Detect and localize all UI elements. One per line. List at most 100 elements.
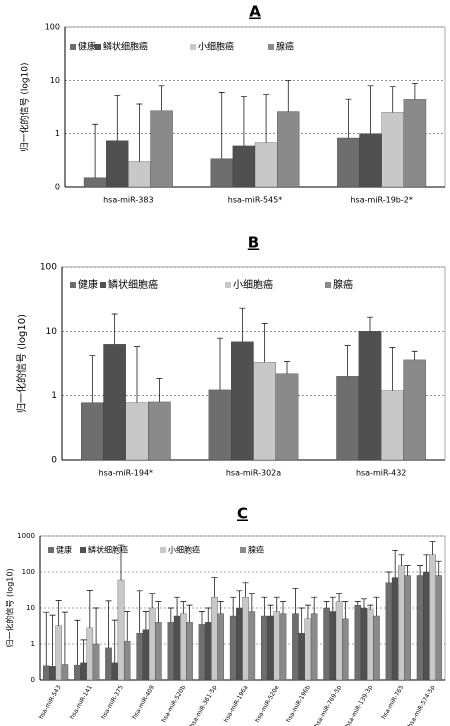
error-bar [114, 95, 120, 140]
x-tick-label: hsa-miR-302a [226, 469, 281, 478]
bar [280, 614, 286, 680]
error-bar [180, 602, 186, 614]
error-bar [143, 611, 149, 629]
error-bar [345, 346, 351, 377]
y-tick-label: 1 [55, 129, 60, 138]
legend-swatch [190, 44, 196, 50]
legend-label: 腺癌 [333, 278, 353, 291]
legend-label: 腺癌 [248, 545, 264, 555]
error-bar [367, 317, 373, 331]
bar [137, 633, 143, 680]
legend-label: 健康 [78, 278, 98, 291]
error-bar [417, 566, 423, 576]
y-tick-label: 0 [55, 183, 60, 192]
bar [243, 597, 249, 680]
x-tick-label: hsa-miR-194* [99, 469, 153, 478]
legend-swatch [240, 547, 246, 553]
bar [386, 583, 392, 680]
bar [233, 146, 255, 187]
y-tick-label: 1 [31, 640, 35, 648]
error-bar [112, 314, 118, 344]
x-tick-label: hsa-miR-765 [380, 684, 405, 720]
x-tick-label: hsa-miR-383 [103, 196, 153, 205]
error-bar [299, 608, 305, 633]
bar [103, 344, 125, 460]
error-bar [199, 611, 205, 624]
bar [249, 611, 255, 680]
error-bar [261, 597, 267, 616]
bar [151, 111, 173, 187]
legend-label: 腺癌 [276, 41, 294, 53]
error-bar [412, 351, 418, 360]
y-axis-label: 归一化的信号 (log10) [15, 314, 28, 413]
bar [186, 622, 192, 680]
bar [277, 112, 299, 187]
panel-title: C [237, 505, 248, 523]
bar [168, 622, 174, 680]
bar [381, 391, 403, 460]
legend-swatch [268, 44, 274, 50]
x-tick-label: hsa-miR-375 [100, 684, 125, 720]
error-bar [330, 597, 336, 611]
y-tick-label: 100 [22, 568, 35, 576]
legend-swatch [100, 282, 106, 288]
error-bar [305, 605, 311, 619]
bar [361, 608, 367, 680]
error-bar [134, 347, 140, 403]
bar [336, 376, 358, 460]
bar [367, 610, 373, 680]
x-tick-label: hsa-miR-19b-2* [350, 196, 412, 205]
bar [274, 611, 280, 680]
bar [56, 626, 62, 680]
error-bar [373, 597, 379, 616]
error-bar [405, 566, 411, 576]
bar [342, 619, 348, 680]
bar [382, 112, 404, 187]
bar [337, 138, 359, 187]
error-bar [280, 602, 286, 614]
y-tick-label: 0 [31, 676, 35, 684]
panel-title: A [249, 3, 261, 21]
error-bar [285, 80, 291, 111]
error-bar [390, 87, 396, 113]
bar [324, 608, 330, 680]
bar [180, 614, 186, 680]
bar [311, 614, 317, 680]
bar [423, 572, 429, 680]
bar [49, 666, 55, 680]
bar [209, 390, 231, 460]
bar [81, 403, 103, 460]
x-tick-label: hsa-miR-196a [223, 684, 250, 724]
bar [118, 580, 124, 680]
bar [106, 141, 128, 187]
error-bar [136, 104, 142, 162]
legend-swatch [95, 44, 101, 50]
y-tick-label: 100 [40, 263, 57, 273]
bar [62, 664, 68, 680]
error-bar [217, 338, 223, 390]
bar [405, 575, 411, 680]
error-bar [367, 605, 373, 609]
bar [236, 608, 242, 680]
y-tick-label: 0 [51, 456, 57, 466]
panel-title: B [248, 234, 259, 252]
x-tick-label: hsa-miR-196b [285, 684, 312, 724]
bar [126, 403, 148, 460]
bar [398, 566, 404, 680]
bar [105, 648, 111, 680]
error-bar [268, 605, 274, 616]
error-bar [205, 608, 211, 622]
error-bar [174, 597, 180, 616]
legend-swatch [70, 44, 76, 50]
legend-label: 鳞状细胞癌 [88, 545, 128, 555]
bar [112, 663, 118, 680]
bar [128, 162, 150, 187]
bar [84, 178, 106, 187]
legend-swatch [48, 547, 54, 553]
error-bar [187, 605, 193, 622]
error-bar [112, 620, 118, 663]
bar [255, 143, 277, 187]
bar [149, 608, 155, 680]
legend-label: 健康 [78, 41, 96, 53]
bar [211, 159, 233, 187]
